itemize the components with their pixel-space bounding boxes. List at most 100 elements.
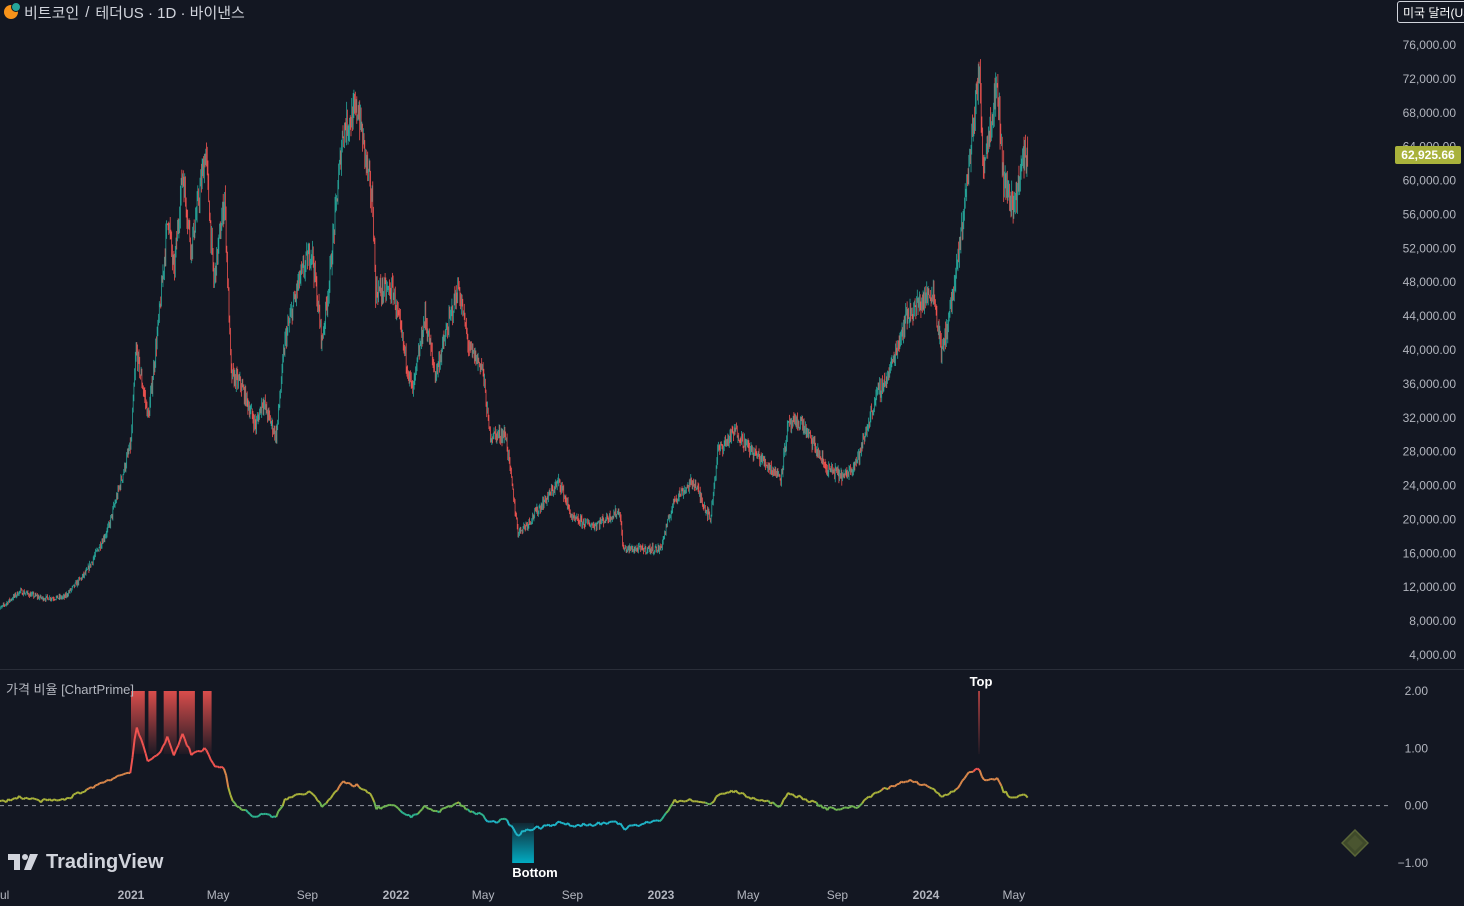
ratio-segment	[364, 789, 369, 794]
ratio-segment	[835, 808, 839, 811]
chart-header[interactable]: 비트코인 / 테더US · 1D · 바이낸스	[4, 2, 245, 22]
ratio-segment	[402, 811, 406, 815]
ratio-segment	[940, 795, 943, 798]
ratio-segment	[430, 808, 434, 812]
symbol-quote-info[interactable]: 테더US · 1D · 바이낸스	[95, 4, 245, 22]
ratio-segment	[663, 812, 667, 817]
ratio-segment	[212, 762, 217, 768]
ratio-segment	[497, 818, 502, 823]
ratio-segment	[573, 824, 578, 828]
ratio-segment	[482, 814, 487, 820]
tradingview-logo-text: TradingView	[46, 850, 164, 873]
price-tick-label: 28,000.00	[1403, 445, 1457, 459]
ratio-segment	[937, 792, 942, 797]
ratio-segment	[512, 828, 517, 834]
ratio-segment	[151, 755, 155, 760]
ratio-segment	[393, 804, 397, 808]
ratio-segment	[811, 799, 815, 803]
ratio-segment	[355, 783, 360, 788]
ratio-segment	[929, 786, 933, 790]
ratio-segment	[868, 795, 872, 799]
ratio-segment	[329, 794, 334, 799]
ratio-segment	[386, 803, 390, 807]
ratio-segment	[219, 765, 223, 769]
indicator-axis[interactable]: 2.00 1.00 0.00 −1.00	[1398, 684, 1429, 870]
ratio-segment	[334, 789, 338, 793]
ratio-segment	[870, 793, 874, 798]
ratio-segment	[73, 792, 77, 796]
ratio-segment	[809, 799, 813, 804]
ratio-segment	[454, 802, 458, 805]
ratio-segment	[543, 824, 547, 827]
ratio-segment	[88, 786, 92, 790]
ratio-segment	[358, 786, 362, 790]
ratio-segment	[116, 774, 120, 777]
ratio-segment	[332, 791, 336, 796]
ratio-segment	[321, 803, 325, 808]
ratio-segment	[619, 822, 624, 828]
ratio-segment	[452, 803, 456, 807]
ratio-segment	[231, 800, 236, 804]
diamond-icon[interactable]	[1341, 829, 1369, 857]
ratio-segment	[829, 806, 832, 809]
ratio-segment	[621, 826, 626, 831]
price-tick-label: 12,000.00	[1403, 580, 1457, 594]
ratio-segment	[696, 800, 700, 803]
ratio-segment	[955, 787, 959, 791]
ratio-segment	[44, 798, 49, 802]
ratio-segment	[878, 789, 883, 793]
ratio-segment	[863, 797, 868, 801]
ratio-segment	[90, 786, 94, 790]
ratio-segment	[484, 818, 489, 823]
ratio-segment	[395, 805, 399, 809]
ratio-segment	[323, 802, 327, 806]
ratio-segment	[144, 752, 149, 762]
ratio-segment	[635, 823, 639, 827]
top-label: Top	[970, 674, 993, 689]
ratio-segment	[186, 744, 190, 749]
ratio-segment	[1004, 790, 1009, 797]
ratio-segment	[31, 797, 35, 800]
ratio-segment	[7, 798, 12, 802]
ratio-segment	[114, 775, 118, 779]
ratio-segment	[961, 777, 966, 782]
ratio-segment	[506, 819, 511, 826]
ratio-segment	[807, 800, 811, 804]
ratio-segment	[14, 797, 18, 800]
ratio-segment	[735, 789, 739, 794]
ratio-segment	[767, 800, 772, 805]
currency-button[interactable]: 미국 달러(USD)	[1397, 1, 1464, 23]
ratio-segment	[317, 799, 321, 803]
time-axis[interactable]: ul 2021 May Sep 2022 May Sep 2023 May Sep 2024 May	[0, 888, 1025, 902]
ratio-segment	[277, 807, 282, 812]
ratio-segment	[534, 825, 539, 829]
indicator-title[interactable]: 가격 비율 [ChartPrime]	[6, 682, 135, 697]
price-badge-background	[1395, 146, 1461, 164]
price-axis[interactable]: 76,000.0072,000.0068,000.0064,000.0060,0…	[1403, 38, 1457, 662]
ratio-segment	[222, 768, 228, 776]
price-tick-label: 16,000.00	[1403, 546, 1457, 560]
ratio-segment	[582, 822, 587, 826]
ratio-segment	[284, 797, 288, 801]
ratio-segment	[567, 822, 572, 827]
ratio-segment	[730, 789, 735, 794]
ratio-segment	[221, 765, 225, 770]
ratio-segment	[848, 805, 852, 809]
ratio-segment	[926, 785, 931, 789]
ratio-segment	[262, 812, 266, 816]
ratio-segment	[373, 801, 378, 810]
symbol-name[interactable]: 비트코인	[24, 4, 80, 22]
time-tick-label: 2021	[118, 888, 145, 902]
ratio-segment	[656, 819, 660, 823]
ratio-segment	[826, 806, 831, 811]
ratio-segment	[260, 812, 264, 816]
ratio-segment	[667, 806, 672, 812]
price-tick-label: 24,000.00	[1403, 479, 1457, 493]
ratio-segment	[207, 754, 212, 761]
tradingview-logo[interactable]: TradingView	[8, 849, 163, 875]
ratio-segment	[25, 796, 29, 800]
ratio-segment	[915, 780, 920, 785]
ratio-segment	[471, 810, 476, 814]
ratio-segment	[660, 815, 665, 820]
